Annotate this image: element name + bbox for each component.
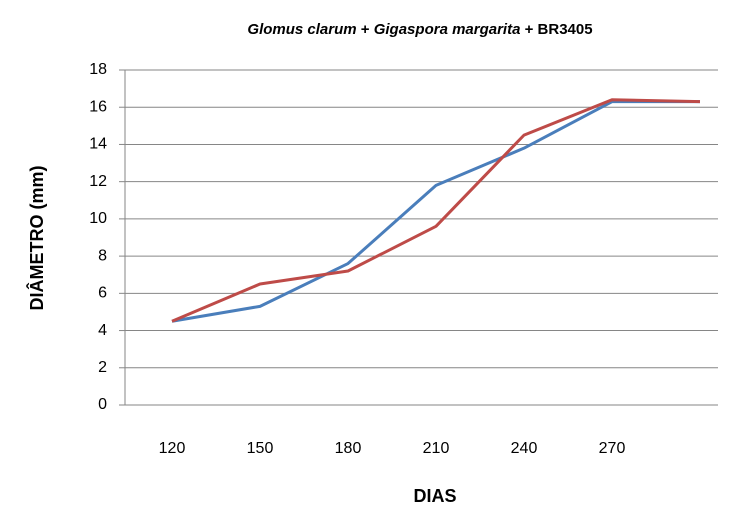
x-tick-label: 240 xyxy=(511,440,538,457)
series-line xyxy=(171,98,701,323)
title-part: Glomus clarum xyxy=(247,21,356,38)
x-axis-label: DIAS xyxy=(413,486,456,506)
y-tick-label: 6 xyxy=(98,285,107,302)
y-tick-label: 2 xyxy=(98,359,107,376)
y-tick-label: 16 xyxy=(89,98,107,115)
y-axis-label: DIÂMETRO (mm) xyxy=(26,166,47,311)
y-tick-label: 14 xyxy=(89,136,107,153)
series-line xyxy=(171,100,700,323)
title-part: + BR3405 xyxy=(520,21,592,38)
x-tick-label: 270 xyxy=(599,440,626,457)
chart-title: Glomus clarum + Gigaspora margarita + BR… xyxy=(247,21,592,38)
y-tick-label: 8 xyxy=(98,247,107,264)
y-tick-label: 10 xyxy=(89,210,107,227)
x-tick-label: 120 xyxy=(159,440,186,457)
title-part: + xyxy=(357,21,374,38)
y-tick-label: 4 xyxy=(98,322,107,339)
y-tick-label: 18 xyxy=(89,61,107,78)
x-tick-label: 210 xyxy=(423,440,450,457)
y-tick-label: 0 xyxy=(98,396,107,413)
x-tick-label: 180 xyxy=(335,440,362,457)
y-tick-label: 12 xyxy=(89,173,107,190)
x-tick-label: 150 xyxy=(247,440,274,457)
title-part: Gigaspora margarita xyxy=(374,21,521,38)
